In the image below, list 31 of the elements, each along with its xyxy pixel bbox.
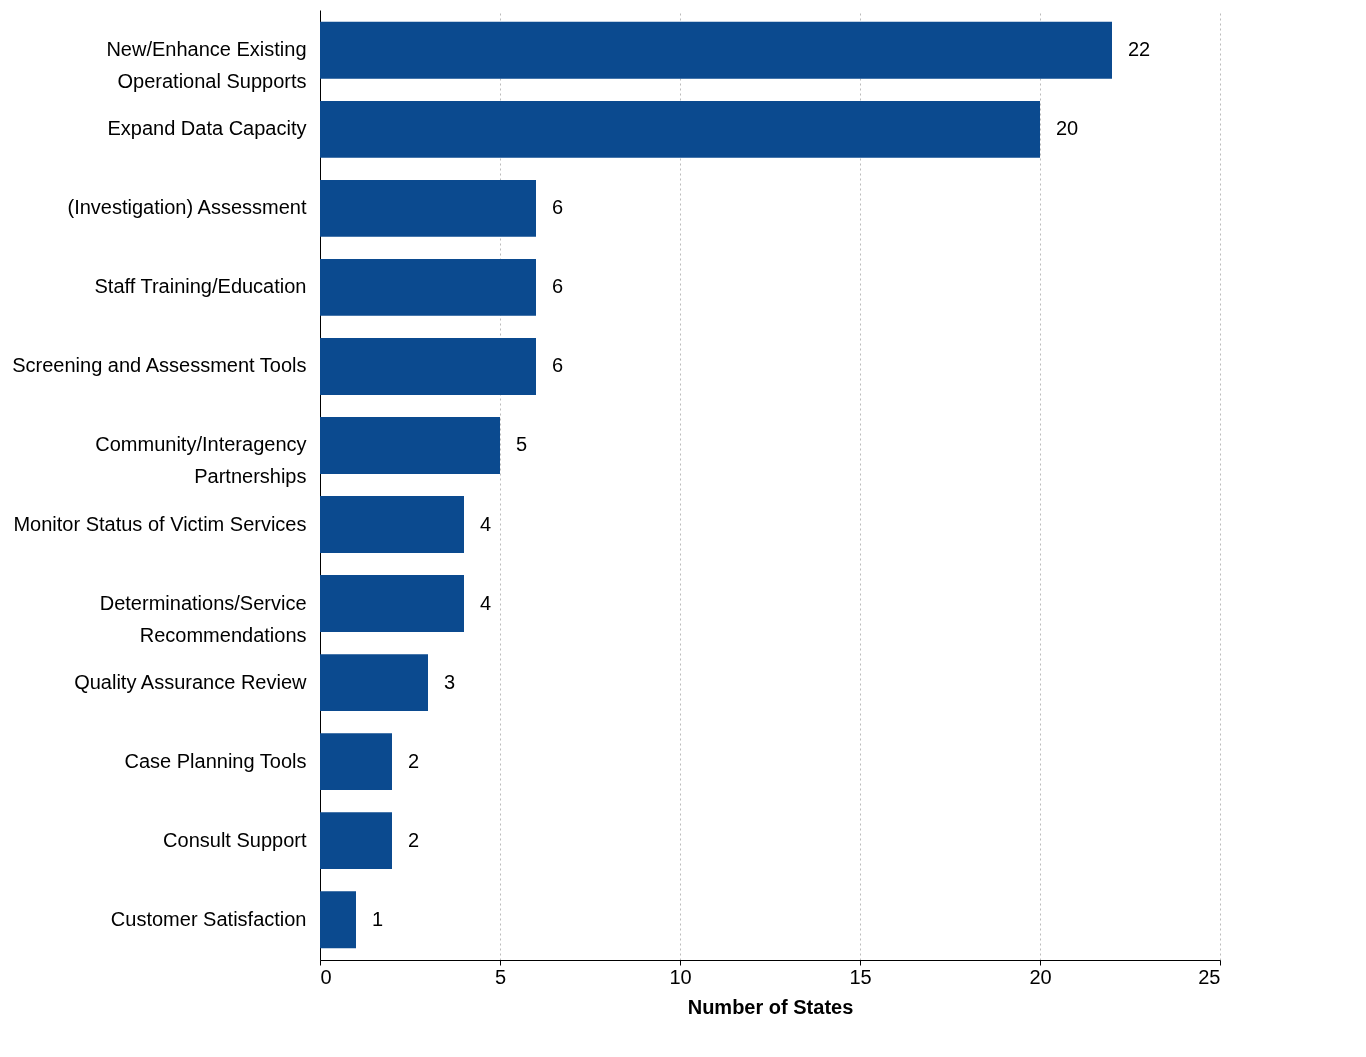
data-label: 22: [1128, 38, 1151, 61]
data-label: 5: [516, 433, 528, 456]
data-label: 4: [480, 591, 492, 614]
data-label: 6: [552, 196, 564, 219]
x-axis-title: Number of States: [687, 995, 854, 1018]
y-tick-label: Quality Assurance Review: [74, 670, 308, 693]
x-tick-label: 25: [1198, 965, 1221, 988]
data-label: 2: [408, 749, 420, 772]
y-tick-label: Staff Training/Education: [94, 275, 307, 298]
x-tick-label: 5: [494, 965, 507, 988]
y-tick-label: Case Planning Tools: [124, 749, 307, 772]
data-label: 6: [552, 275, 564, 298]
y-tick-label: Determinations/Service Recommendations: [99, 591, 307, 646]
y-tick-label: (Investigation) Assessment: [67, 196, 307, 219]
x-tick-label: 15: [849, 965, 872, 988]
x-tick-label: 10: [669, 965, 692, 988]
x-tick-label: 20: [1029, 965, 1052, 988]
y-tick-label: Community/Interagency Partnerships: [95, 433, 307, 488]
y-tick-label: Expand Data Capacity: [107, 117, 307, 140]
data-label: 20: [1056, 117, 1079, 140]
data-label: 1: [372, 907, 384, 930]
y-tick-label: Customer Satisfaction: [110, 907, 307, 930]
y-tick-label: Screening and Assessment Tools: [12, 354, 307, 377]
y-tick-label: Monitor Status of Victim Services: [13, 512, 307, 535]
data-label: 3: [444, 670, 456, 693]
data-label: 2: [408, 828, 420, 851]
y-tick-label: Consult Support: [163, 828, 307, 851]
x-tick-label: 0: [320, 965, 332, 988]
data-label: 6: [552, 354, 564, 377]
y-tick-label: New/Enhance Existing Operational Supports: [106, 38, 307, 93]
data-label: 4: [480, 512, 492, 535]
